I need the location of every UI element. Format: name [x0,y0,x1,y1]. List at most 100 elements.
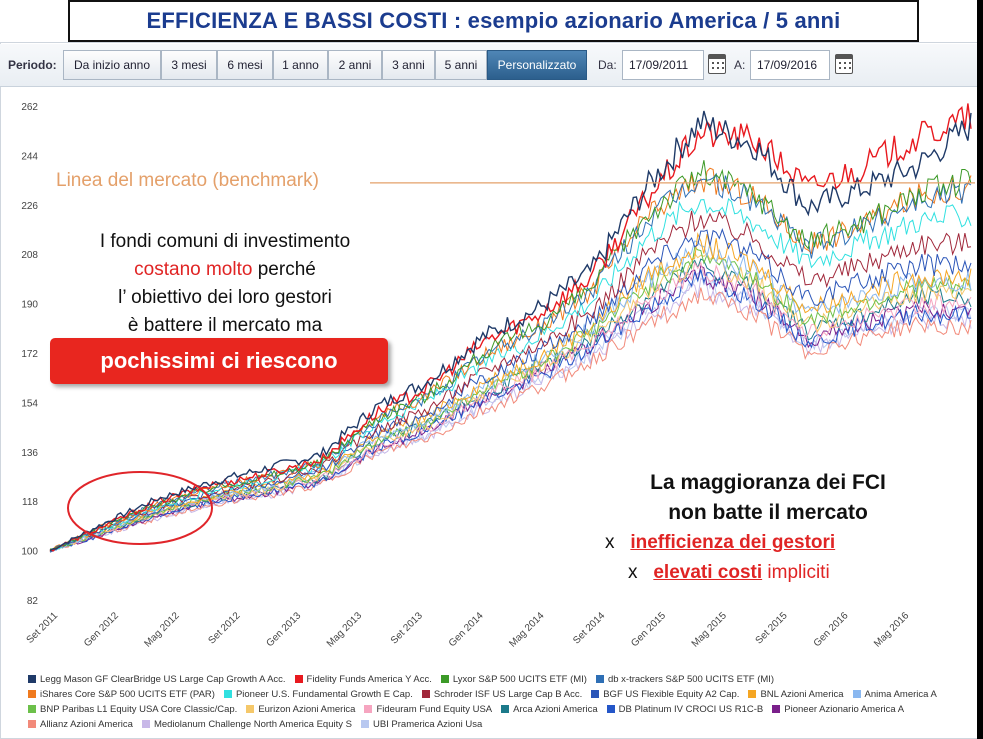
legend-item[interactable]: Eurizon Azioni America [246,702,355,717]
conclusion-line-1: La maggioranza dei FCI [650,471,886,494]
x-tick-label: Gen 2014 [447,610,486,649]
legend-label: Eurizon Azioni America [258,704,356,715]
tab-2-anni[interactable]: 2 anni [328,50,382,80]
fondi-line-3: l’ obiettivo dei loro gestori [118,287,332,308]
period-toolbar: Periodo: Da inizio anno 3 mesi 6 mesi 1 … [0,44,983,87]
reason-bullet: x [628,562,638,583]
x-tick-label: Mag 2013 [325,610,365,650]
series-line [49,258,972,552]
legend-label: DB Platinum IV CROCI US R1C-B [618,704,764,715]
fondi-line-1: I fondi comuni di investimento [99,231,351,252]
legend-item[interactable]: Arca Azioni America [501,702,598,717]
tab-da-inizio-anno[interactable]: Da inizio anno [63,50,161,80]
highlight-text: pochissimi ci riescono [100,348,338,373]
to-date-field[interactable]: 17/09/2016 [750,50,830,80]
legend-label: Fidelity Funds America Y Acc. [306,674,432,685]
x-tick-label: Set 2012 [206,610,242,646]
legend-item[interactable]: Lyxor S&P 500 UCITS ETF (MI) [440,672,587,687]
reason-2-text: elevati costi [653,562,763,583]
legend-item[interactable]: UBI Pramerica Azioni Usa [360,717,482,732]
y-tick-label: 190 [21,300,38,311]
reason-1: x inefficienza dei gestori [605,528,835,558]
series-line [49,210,972,550]
y-axis: 82 100 118 136 154 172 190 208 226 244 262 [21,102,38,607]
conclusion-line-2: non batte il mercato [668,501,868,524]
legend-swatch [141,720,150,728]
x-tick-label: Mag 2016 [872,610,912,650]
legend-item[interactable]: Mediolanum Challenge North America Equit… [141,717,352,732]
legend-item[interactable]: BNL Azioni America [748,687,844,702]
legend-swatch [294,675,303,683]
y-tick-label: 136 [21,448,38,459]
legend-label: Schroder ISF US Large Cap B Acc. [433,689,583,700]
line-chart: 82 100 118 136 154 172 190 208 226 244 262 Set 201… [21,102,975,650]
x-tick-label: Gen 2016 [812,610,851,649]
reason-1-text: inefficienza dei gestori [630,532,836,553]
reason-bullet: x [605,532,615,553]
legend-swatch [748,690,757,698]
y-tick-label: 244 [21,151,38,162]
legend-swatch [772,705,781,713]
legend-label: Arca Azioni America [513,704,598,715]
legend-item[interactable]: Fidelity Funds America Y Acc. [294,672,432,687]
reason-2: x elevati costi impliciti [628,558,830,588]
legend-item[interactable]: Schroder ISF US Large Cap B Acc. [421,687,583,702]
legend-swatch [223,690,232,698]
calendar-icon[interactable] [835,54,853,74]
legend-item[interactable]: Pioneer Azionario America A [772,702,904,717]
legend-swatch [246,705,255,713]
y-tick-label: 208 [21,250,38,261]
slide-title: EFFICIENZA E BASSI COSTI : esempio azion… [146,8,841,33]
tab-3-mesi[interactable]: 3 mesi [161,50,217,80]
legend-label: BNL Azioni America [760,689,844,700]
series-line [49,271,972,552]
legend-item[interactable]: Allianz Azioni America [28,717,133,732]
from-date-label: Da: [598,58,617,72]
x-tick-label: Set 2014 [571,610,607,646]
legend-swatch [28,675,36,683]
legend-item[interactable]: Anima America A [852,687,937,702]
legend-item[interactable]: BGF US Flexible Equity A2 Cap. [591,687,739,702]
tab-personalizzato[interactable]: Personalizzato [487,50,587,80]
y-tick-label: 82 [27,596,39,607]
slide-edge [977,0,983,739]
tab-5-anni[interactable]: 5 anni [435,50,487,80]
series-line [49,167,972,552]
x-axis: Set 2011 Gen 2012 Mag 2012 Set 2012 Gen 2013… [25,610,912,650]
legend-label: Anima America A [864,689,937,700]
fondi-line-2: costano molto perché [60,256,390,284]
legend-label: Lyxor S&P 500 UCITS ETF (MI) [452,674,587,685]
legend-swatch [28,720,36,728]
to-date-label: A: [734,58,746,72]
fondi-text: I fondi comuni di investimento costano m… [60,228,390,340]
legend-item[interactable]: BNP Paribas L1 Equity USA Core Classic/C… [28,702,237,717]
y-tick-label: 154 [21,398,38,409]
legend-label: db x-trackers S&P 500 UCITS ETF (MI) [607,674,775,685]
x-tick-label: Set 2011 [25,610,61,646]
legend-item[interactable]: Pioneer U.S. Fundamental Growth E Cap. [223,687,413,702]
from-date-field[interactable]: 17/09/2011 [622,50,704,80]
calendar-icon[interactable] [708,54,726,74]
legend-item[interactable]: DB Platinum IV CROCI US R1C-B [606,702,764,717]
legend-label: BNP Paribas L1 Equity USA Core Classic/C… [40,704,238,715]
legend-swatch [501,705,510,713]
legend-item[interactable]: iShares Core S&P 500 UCITS ETF (PAR) [28,687,215,702]
y-tick-label: 118 [22,497,38,508]
series-line [49,103,972,552]
chart-legend: Legg Mason GF ClearBridge US Large Cap G… [28,672,978,732]
x-tick-label: Gen 2015 [629,610,668,649]
legend-item[interactable]: db x-trackers S&P 500 UCITS ETF (MI) [595,672,775,687]
fondi-highlight: costano molto [134,259,253,280]
y-tick-label: 226 [21,201,38,212]
legend-swatch [591,690,600,698]
tab-6-mesi[interactable]: 6 mesi [217,50,273,80]
tab-3-anni[interactable]: 3 anni [382,50,435,80]
legend-label: Allianz Azioni America [40,719,133,730]
x-tick-label: Gen 2013 [264,610,303,649]
legend-item[interactable]: Fideuram Fund Equity USA [364,702,492,717]
tab-1-anno[interactable]: 1 anno [273,50,328,80]
legend-swatch [440,675,449,683]
highlight-ellipse [67,471,213,545]
legend-swatch [360,720,369,728]
legend-item[interactable]: Legg Mason GF ClearBridge US Large Cap G… [28,672,286,687]
